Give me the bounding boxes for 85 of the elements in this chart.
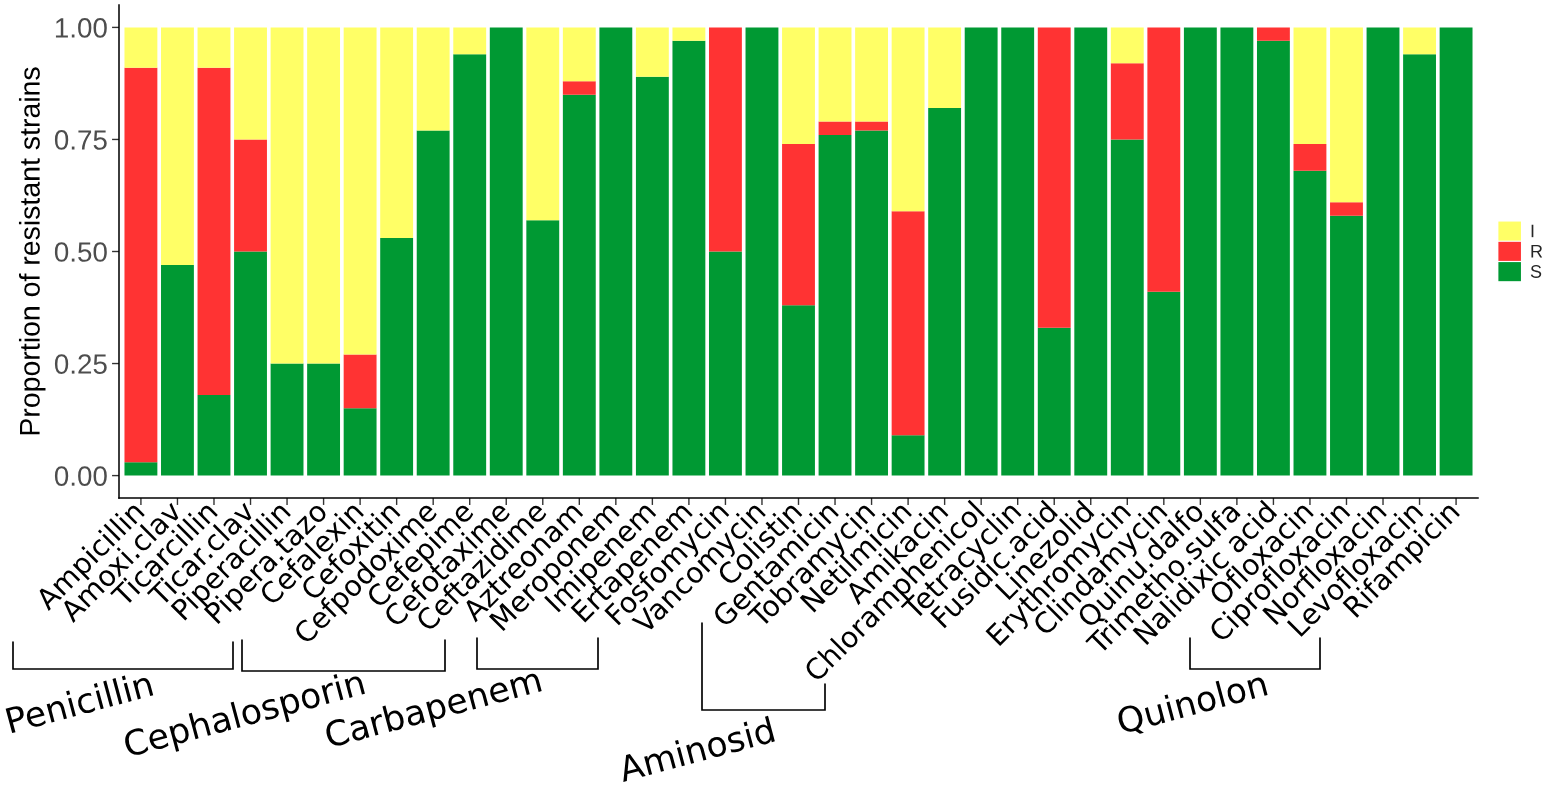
bar	[818, 134, 852, 476]
y-tick-label: 0.25	[54, 354, 107, 374]
bar	[1293, 170, 1327, 476]
bar	[1293, 27, 1327, 144]
bar	[1147, 27, 1181, 292]
bar	[1220, 27, 1254, 476]
bar	[1330, 215, 1363, 476]
bar	[270, 27, 304, 364]
bar	[1001, 27, 1035, 476]
bar	[197, 394, 231, 476]
bar	[453, 54, 487, 476]
bar	[855, 130, 888, 476]
bar	[526, 27, 560, 221]
bar	[1147, 291, 1181, 476]
bar	[1439, 27, 1473, 476]
bar	[1403, 54, 1436, 476]
bar	[1110, 63, 1144, 140]
bar	[855, 27, 888, 122]
y-axis-title: Proportion of resistant strains	[18, 67, 46, 435]
bar	[709, 251, 742, 476]
bar	[526, 220, 560, 476]
bar	[782, 143, 815, 306]
bar	[1037, 327, 1071, 476]
bar	[1256, 40, 1290, 476]
bar	[1256, 27, 1290, 41]
bar	[1037, 27, 1071, 328]
bar	[307, 27, 341, 364]
text: Quinolon	[1115, 669, 1269, 739]
bar	[197, 67, 231, 395]
bar	[1403, 27, 1436, 55]
bar	[928, 108, 962, 476]
bar	[453, 27, 487, 55]
bar	[343, 27, 377, 355]
bar	[343, 354, 377, 409]
bar	[745, 27, 779, 476]
bar	[1366, 27, 1400, 476]
bar	[489, 27, 523, 476]
y-tick-label: 1.00	[55, 18, 107, 38]
bar	[818, 121, 852, 135]
bar	[234, 139, 267, 252]
bar	[416, 130, 450, 476]
bar	[161, 27, 194, 265]
bar	[709, 27, 742, 252]
bar	[197, 27, 231, 68]
bar	[1330, 202, 1363, 216]
bar	[672, 40, 706, 476]
bar	[1293, 143, 1327, 171]
bar	[599, 27, 633, 476]
bar	[818, 27, 852, 122]
bar	[234, 27, 267, 140]
legend-label: S	[1530, 265, 1542, 278]
bar	[416, 27, 450, 131]
bar	[635, 27, 669, 77]
bar	[562, 81, 596, 95]
bar	[891, 27, 925, 212]
bar	[270, 363, 304, 476]
bar	[161, 264, 194, 476]
bar	[307, 363, 341, 476]
bar	[891, 211, 925, 436]
y-tick-label: 0.75	[54, 130, 107, 150]
y-tick-label: 0.00	[54, 466, 107, 486]
bar	[1183, 27, 1217, 476]
bar	[124, 67, 158, 463]
bar	[562, 94, 596, 476]
bar	[782, 27, 815, 144]
bar	[672, 27, 706, 41]
bar	[1074, 27, 1108, 476]
bar	[1110, 27, 1144, 64]
bar	[891, 435, 925, 476]
bar	[380, 27, 414, 239]
bar	[1330, 27, 1363, 203]
bar	[964, 27, 998, 476]
bar	[635, 76, 669, 476]
legend-label: I	[1531, 224, 1534, 238]
bar	[928, 27, 962, 109]
legend-label: R	[1531, 245, 1543, 258]
y-tick-label: 0.50	[54, 242, 107, 262]
bar	[234, 251, 267, 476]
bar	[782, 305, 815, 476]
bar	[124, 27, 158, 68]
bar	[343, 408, 377, 476]
bar	[1110, 139, 1144, 476]
bar	[124, 462, 158, 476]
bar	[562, 27, 596, 82]
bar	[380, 238, 414, 476]
